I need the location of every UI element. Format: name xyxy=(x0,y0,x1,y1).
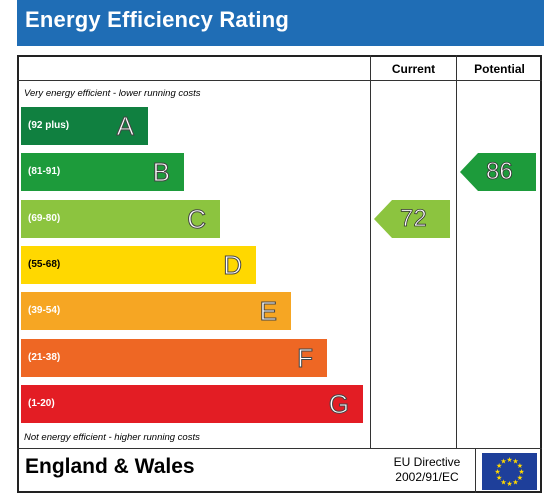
rating-frame xyxy=(17,55,542,493)
bottom-note: Not energy efficient - higher running co… xyxy=(24,432,200,443)
band-letter: C xyxy=(187,204,207,235)
footer-flag-divider xyxy=(475,448,476,493)
eu-star: ★ xyxy=(496,474,502,482)
band-g: (1-20) G xyxy=(21,385,363,423)
band-letter: E xyxy=(259,296,277,327)
eu-star: ★ xyxy=(512,458,518,466)
eu-star: ★ xyxy=(517,474,523,482)
band-letter: D xyxy=(223,250,243,281)
directive-line2: 2002/91/EC xyxy=(395,470,459,484)
band-e: (39-54) E xyxy=(21,292,291,330)
directive-line1: EU Directive xyxy=(393,455,461,469)
eu-star: ★ xyxy=(506,456,512,464)
band-range-label: (1-20) xyxy=(28,398,55,409)
footer-divider xyxy=(17,448,542,449)
band-f: (21-38) F xyxy=(21,339,327,377)
potential-rating-value: 86 xyxy=(486,158,513,186)
band-b: (81-91) B xyxy=(21,153,184,191)
potential-column-header: Potential xyxy=(474,62,525,76)
band-range-label: (21-38) xyxy=(28,352,61,363)
chart-title: Energy Efficiency Rating xyxy=(25,7,289,32)
eu-star: ★ xyxy=(512,478,518,486)
eu-star: ★ xyxy=(496,462,502,470)
eu-star: ★ xyxy=(506,480,512,488)
band-range-label: (92 plus) xyxy=(28,120,70,131)
band-letter: B xyxy=(152,157,170,188)
eu-star: ★ xyxy=(500,478,506,486)
current-rating-arrow: 72 xyxy=(374,200,450,238)
footer-region: England & Wales xyxy=(25,455,195,478)
band-range-label: (55-68) xyxy=(28,259,61,270)
band-c: (69-80) C xyxy=(21,200,220,238)
band-letter: F xyxy=(297,343,314,374)
eu-stars-icon: ★★★★★★★★★ ★ ★★ xyxy=(494,456,524,488)
eu-star: ★ xyxy=(494,468,500,476)
band-letter: A xyxy=(116,111,134,142)
band-a: (92 plus) A xyxy=(21,107,148,145)
potential-rating-arrow: 86 xyxy=(460,153,536,191)
current-rating-value: 72 xyxy=(400,205,427,233)
footer-directive: EU Directive 2002/91/EC xyxy=(372,455,482,485)
band-range-label: (69-80) xyxy=(28,213,61,224)
current-column-header: Current xyxy=(391,62,436,76)
band-range-label: (81-91) xyxy=(28,166,61,177)
potential-arrow-shape xyxy=(460,153,536,191)
band-range-label: (39-54) xyxy=(28,305,61,316)
title-bar: Energy Efficiency Rating xyxy=(17,0,544,46)
eu-star: ★ xyxy=(518,468,524,476)
eu-star: ★ xyxy=(500,458,506,466)
header-divider xyxy=(17,80,542,81)
current-arrow-shape xyxy=(374,200,450,238)
band-d: (55-68) D xyxy=(21,246,256,284)
band-letter: G xyxy=(328,389,349,420)
current-column-divider xyxy=(370,55,371,448)
eu-star: ★ xyxy=(517,462,523,470)
potential-column-divider xyxy=(456,55,457,448)
eu-flag-icon: ★ ★ ★ ★ ★ ★ ★ ★ ★ ★ ★ ★ xyxy=(482,453,537,490)
top-note: Very energy efficient - lower running co… xyxy=(24,88,201,99)
